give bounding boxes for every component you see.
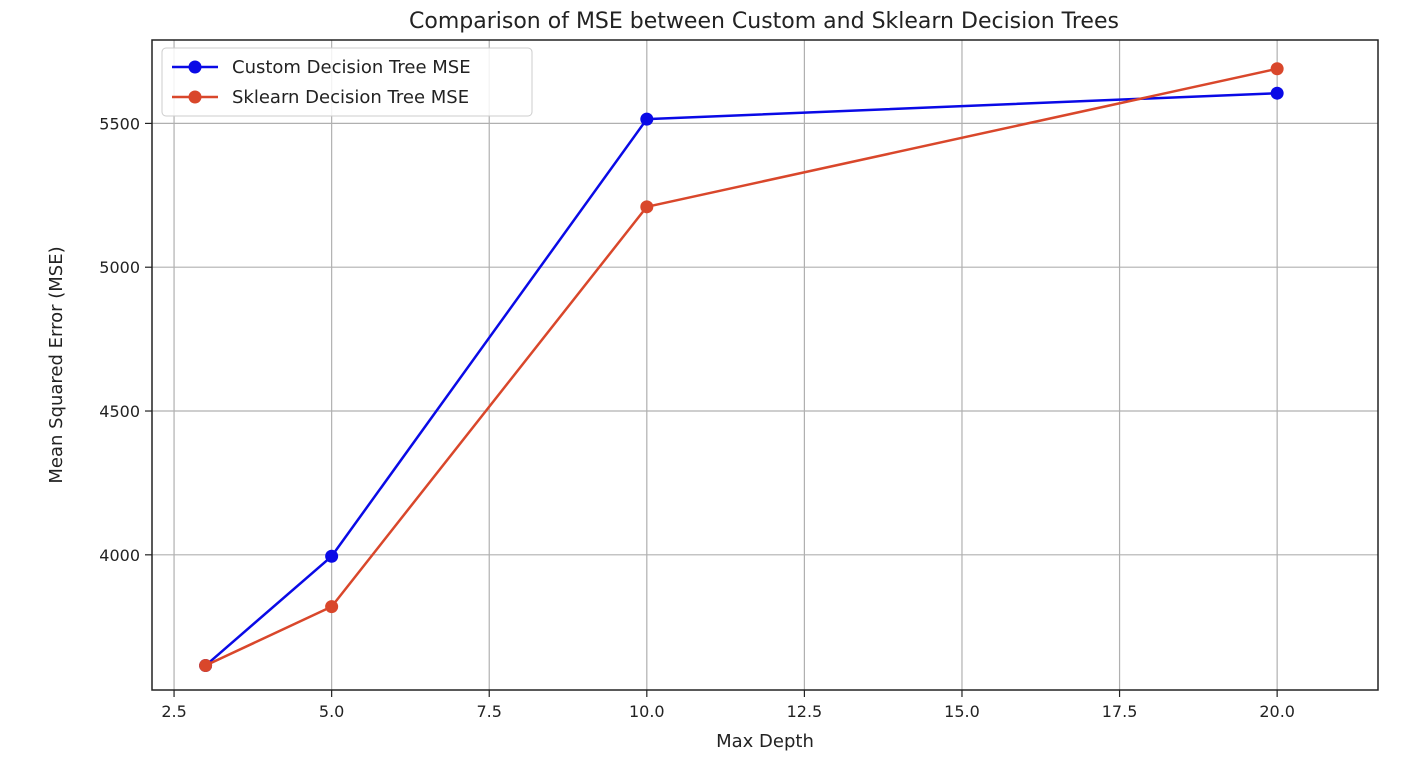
data-point: [325, 600, 339, 614]
legend-marker: [188, 90, 202, 104]
legend-box: [161, 47, 533, 117]
x-tick-label: 17.5: [1102, 702, 1138, 721]
x-tick-label: 5.0: [319, 702, 344, 721]
legend-marker: [188, 60, 202, 74]
legend-items: Custom Decision Tree MSE Sklearn Decision…: [172, 57, 471, 108]
y-tick-label: 5500: [99, 114, 140, 133]
legend-label: Sklearn Decision Tree MSE: [232, 87, 469, 108]
chart-title: Comparison of MSE between Custom and Skl…: [409, 9, 1119, 34]
series-lines: [199, 62, 1284, 673]
data-point: [1270, 86, 1284, 100]
x-tick-label: 15.0: [944, 702, 980, 721]
series-line: [204, 91, 1278, 667]
series-sklearn: [199, 62, 1284, 673]
plot-area-frame: [151, 39, 1379, 691]
legend: Custom Decision Tree MSE Sklearn Decision…: [161, 47, 533, 117]
data-point: [199, 659, 213, 673]
grid-lines: [152, 40, 1378, 690]
y-tick-label: 4000: [99, 546, 140, 565]
x-tick-label: 2.5: [161, 702, 186, 721]
legend-item: Sklearn Decision Tree MSE: [172, 87, 469, 108]
y-tick-label: 5000: [99, 258, 140, 277]
x-tick-label: 7.5: [477, 702, 502, 721]
series-custom: [199, 86, 1284, 673]
data-point: [640, 200, 654, 214]
x-tick-label: 12.5: [787, 702, 823, 721]
x-axis-label: Max Depth: [716, 731, 814, 752]
x-tick-label: 10.0: [629, 702, 665, 721]
y-tick-label: 4500: [99, 402, 140, 421]
y-axis-label: Mean Squared Error (MSE): [46, 246, 67, 483]
data-point: [640, 112, 654, 126]
series-line: [205, 67, 1278, 667]
data-point: [1270, 62, 1284, 76]
x-tick-label: 20.0: [1259, 702, 1295, 721]
axis-ticks: 2.5 5.0 7.5 10.0 12.5 15.0 17.5 20.0 4000 4500 500…: [99, 114, 1295, 721]
data-point: [325, 549, 339, 563]
legend-item: Custom Decision Tree MSE: [172, 57, 471, 78]
legend-label: Custom Decision Tree MSE: [232, 57, 471, 78]
